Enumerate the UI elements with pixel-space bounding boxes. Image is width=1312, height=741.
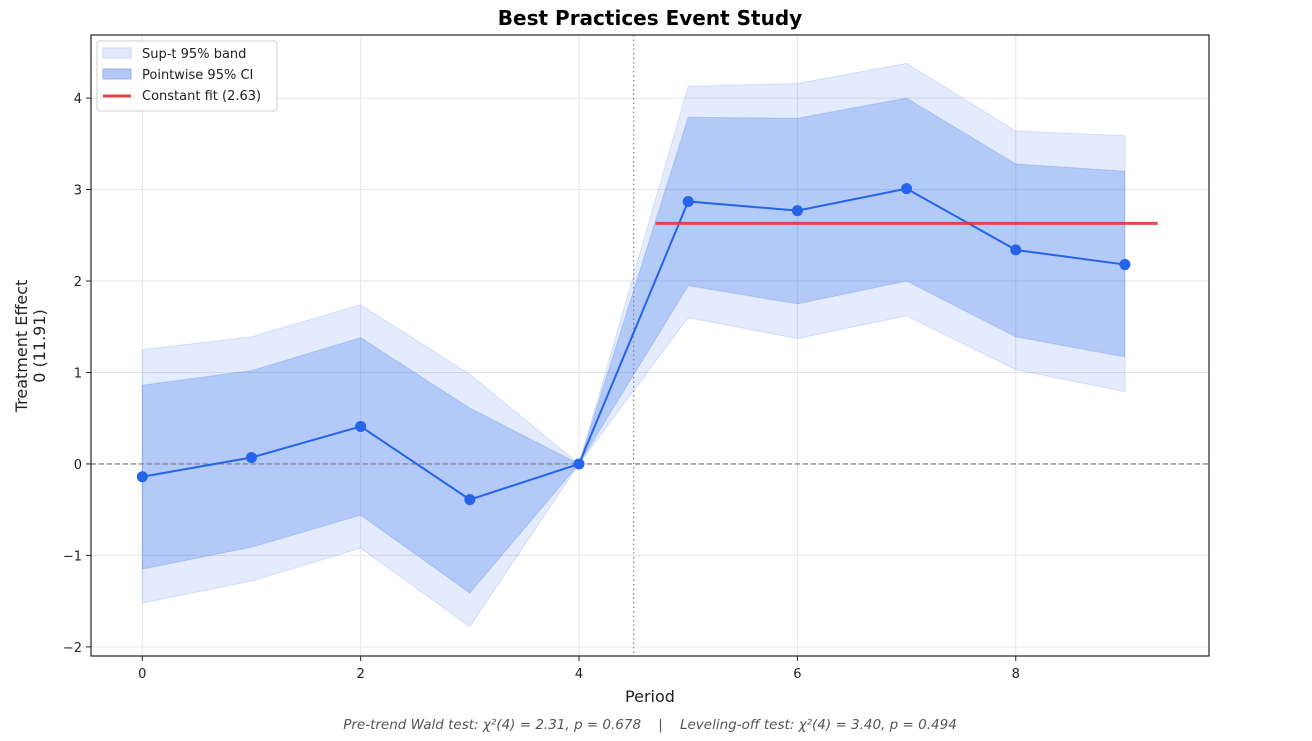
legend-label-pointwise-ci: Pointwise 95% CI — [142, 68, 253, 83]
y-tick-label: 3 — [74, 184, 82, 199]
y-tick-label: 4 — [74, 92, 82, 107]
y-tick-label: −2 — [63, 641, 82, 656]
y-tick-label: 2 — [74, 275, 82, 290]
legend-swatch-pointwise-ci — [102, 68, 132, 80]
x-axis-label: Period — [625, 687, 675, 706]
x-axis-ticks: 0 2 4 6 8 — [138, 656, 1020, 682]
x-tick-label: 0 — [138, 667, 146, 682]
estimate-point — [355, 420, 367, 432]
plot-frame — [90, 34, 1210, 657]
estimate-point — [682, 195, 694, 207]
chart-title: Best Practices Event Study — [498, 6, 802, 30]
estimate-point — [1119, 259, 1131, 271]
legend: Sup-t 95% band Pointwise 95% CI Constant… — [96, 40, 278, 112]
y-tick-label: −1 — [63, 549, 82, 564]
x-tick-label: 8 — [1012, 667, 1020, 682]
estimate-point — [245, 452, 257, 464]
estimate-point — [901, 183, 913, 195]
test-statistics-footnote: Pre-trend Wald test: χ²(4) = 2.31, p = 0… — [343, 717, 957, 733]
estimate-point — [136, 471, 148, 483]
x-tick-label: 4 — [575, 667, 583, 682]
y-axis-label-line2: 0 (11.91) — [30, 309, 49, 383]
estimate-point — [791, 205, 803, 217]
y-axis-ticks: −2 −1 0 1 2 3 4 — [63, 92, 91, 656]
estimate-point — [464, 494, 476, 506]
legend-frame — [96, 40, 278, 112]
estimate-point — [573, 458, 585, 470]
supt-band-area — [141, 62, 1126, 628]
y-axis-label-line1: Treatment Effect — [12, 280, 31, 414]
legend-label-constant-fit: Constant fit (2.63) — [142, 89, 261, 104]
estimate-series — [136, 183, 1158, 506]
legend-swatch-supt-band — [102, 47, 132, 59]
y-tick-label: 1 — [74, 366, 82, 381]
y-tick-label: 0 — [74, 458, 82, 473]
legend-label-supt-band: Sup-t 95% band — [142, 47, 246, 62]
estimate-line — [142, 187, 1126, 501]
estimate-point — [1010, 244, 1022, 256]
x-tick-label: 6 — [793, 667, 801, 682]
x-tick-label: 2 — [357, 667, 365, 682]
reference-lines — [91, 35, 1209, 656]
